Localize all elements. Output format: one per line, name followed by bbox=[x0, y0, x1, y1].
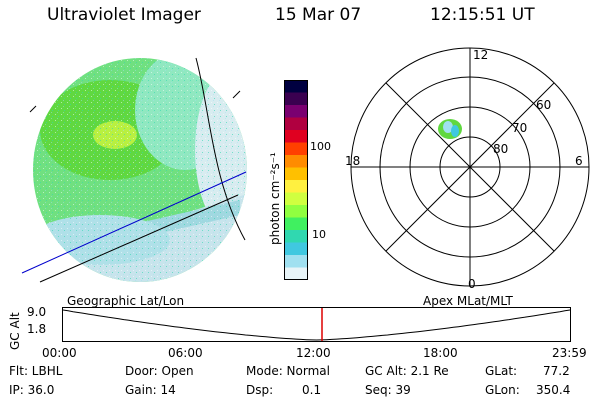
timeline-right-caption: Apex MLat/MLT bbox=[423, 294, 513, 308]
timeline-xtick-1200: 12:00 bbox=[296, 346, 331, 360]
colorbar-band bbox=[284, 92, 308, 106]
colorbar-band bbox=[284, 230, 308, 243]
glat-label: GLat: bbox=[485, 364, 518, 378]
polar-label-18: 18 bbox=[345, 154, 360, 168]
colorbar-band bbox=[284, 267, 308, 280]
timeline-xtick-2359: 23:59 bbox=[552, 346, 587, 360]
glon-label: GLon: bbox=[485, 383, 520, 397]
time-label: 12:15:51 UT bbox=[430, 5, 535, 25]
polar-label-0: 0 bbox=[468, 277, 476, 290]
polar-plot: 12 18 6 0 60 70 80 bbox=[345, 47, 590, 290]
polar-lat-60: 60 bbox=[536, 98, 551, 112]
colorbar-band bbox=[284, 130, 308, 143]
colorbar-unit-label: photon cm⁻²s⁻¹ bbox=[268, 152, 282, 245]
colorbar-band bbox=[284, 80, 308, 93]
auroral-image bbox=[21, 57, 247, 283]
dsp-value: 0.1 bbox=[302, 383, 322, 397]
colorbar-band bbox=[284, 205, 308, 218]
colorbar-band bbox=[284, 217, 308, 231]
polar-lat-80: 80 bbox=[493, 142, 508, 156]
colorbar-tick-100: 100 bbox=[310, 140, 331, 153]
dsp-label: Dsp: bbox=[246, 383, 274, 397]
gc-alt-status: GC Alt: 2.1 Re bbox=[365, 364, 449, 378]
date-label: 15 Mar 07 bbox=[275, 5, 362, 25]
colorbar-band bbox=[284, 105, 308, 118]
colorbar-band bbox=[284, 142, 308, 156]
gain-status: Gain: 14 bbox=[125, 383, 176, 397]
colorbar-band bbox=[284, 117, 308, 131]
filter-status: Flt: LBHL bbox=[9, 364, 63, 378]
geographic-line bbox=[21, 171, 247, 274]
seq-status: Seq: 39 bbox=[365, 383, 411, 397]
polar-lat-70: 70 bbox=[512, 121, 527, 135]
apex-line bbox=[39, 194, 239, 283]
colorbar-tick-10: 10 bbox=[312, 228, 326, 241]
altitude-curve bbox=[62, 309, 571, 341]
colorbar-band bbox=[284, 180, 308, 193]
terminator-line bbox=[195, 57, 246, 241]
polar-label-6: 6 bbox=[575, 154, 583, 168]
mode-status: Mode: Normal bbox=[246, 364, 330, 378]
colorbar-band bbox=[284, 255, 308, 268]
glon-value: 350.4 bbox=[536, 383, 571, 397]
timeline-xtick-0600: 06:00 bbox=[168, 346, 203, 360]
colorbar bbox=[284, 80, 308, 280]
colorbar-band bbox=[284, 155, 308, 168]
colorbar-band bbox=[284, 167, 308, 181]
glat-value: 77.2 bbox=[543, 364, 570, 378]
app-title: Ultraviolet Imager bbox=[47, 5, 201, 25]
colorbar-band bbox=[284, 192, 308, 206]
timeline-ytick-9: 9.0 bbox=[27, 305, 47, 319]
timeline-left-caption: Geographic Lat/Lon bbox=[67, 294, 185, 308]
timeline-plot bbox=[62, 307, 571, 342]
timeline-xtick-0000: 00:00 bbox=[42, 346, 77, 360]
ip-status: IP: 36.0 bbox=[9, 383, 55, 397]
polar-label-12: 12 bbox=[473, 48, 488, 62]
timeline-xtick-1800: 18:00 bbox=[423, 346, 458, 360]
timeline-ytick-1_8: 1.8 bbox=[27, 322, 47, 336]
colorbar-band bbox=[284, 242, 308, 256]
door-status: Door: Open bbox=[125, 364, 194, 378]
